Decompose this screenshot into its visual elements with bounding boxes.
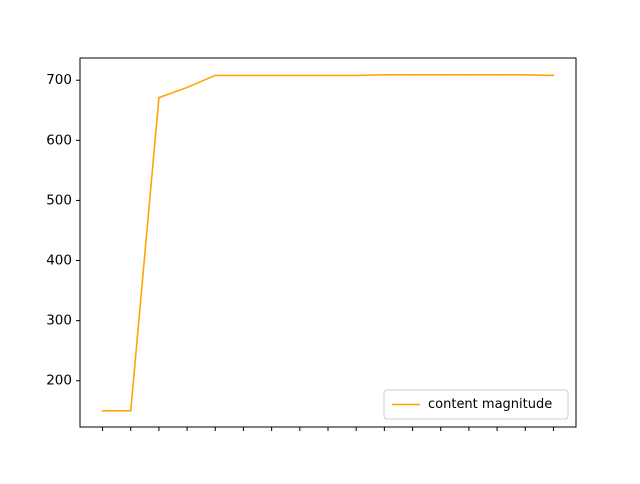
plot-background [80,58,576,427]
data-point [270,74,273,77]
x-axis [102,427,554,431]
plot-area [80,58,576,427]
data-point [496,74,498,76]
data-point [101,409,104,412]
data-point [552,74,555,77]
y-tick-label: 200 [46,373,72,389]
y-axis: 200 300 400 500 600 700 [46,72,80,389]
data-point [439,74,442,76]
data-point [158,96,160,99]
data-point [355,74,357,77]
data-point [468,74,470,76]
data-point [299,74,301,77]
legend-box [383,389,569,420]
axes-frame [79,57,577,428]
data-point [129,409,132,412]
data-point [411,74,414,76]
data-point [214,74,217,77]
y-tick-label: 300 [46,313,72,329]
data-point [524,74,527,76]
data-point [242,74,245,77]
series-layer [101,74,555,412]
y-tick-label: 400 [46,253,72,269]
data-point [186,86,188,89]
y-tick-label: 600 [46,132,72,148]
y-tick-label: 700 [46,72,72,88]
legend-label: content magnitude [428,397,552,412]
data-point [327,74,329,77]
data-point [383,74,386,76]
y-tick-label: 500 [46,192,72,208]
legend: content magnitude [383,389,569,420]
